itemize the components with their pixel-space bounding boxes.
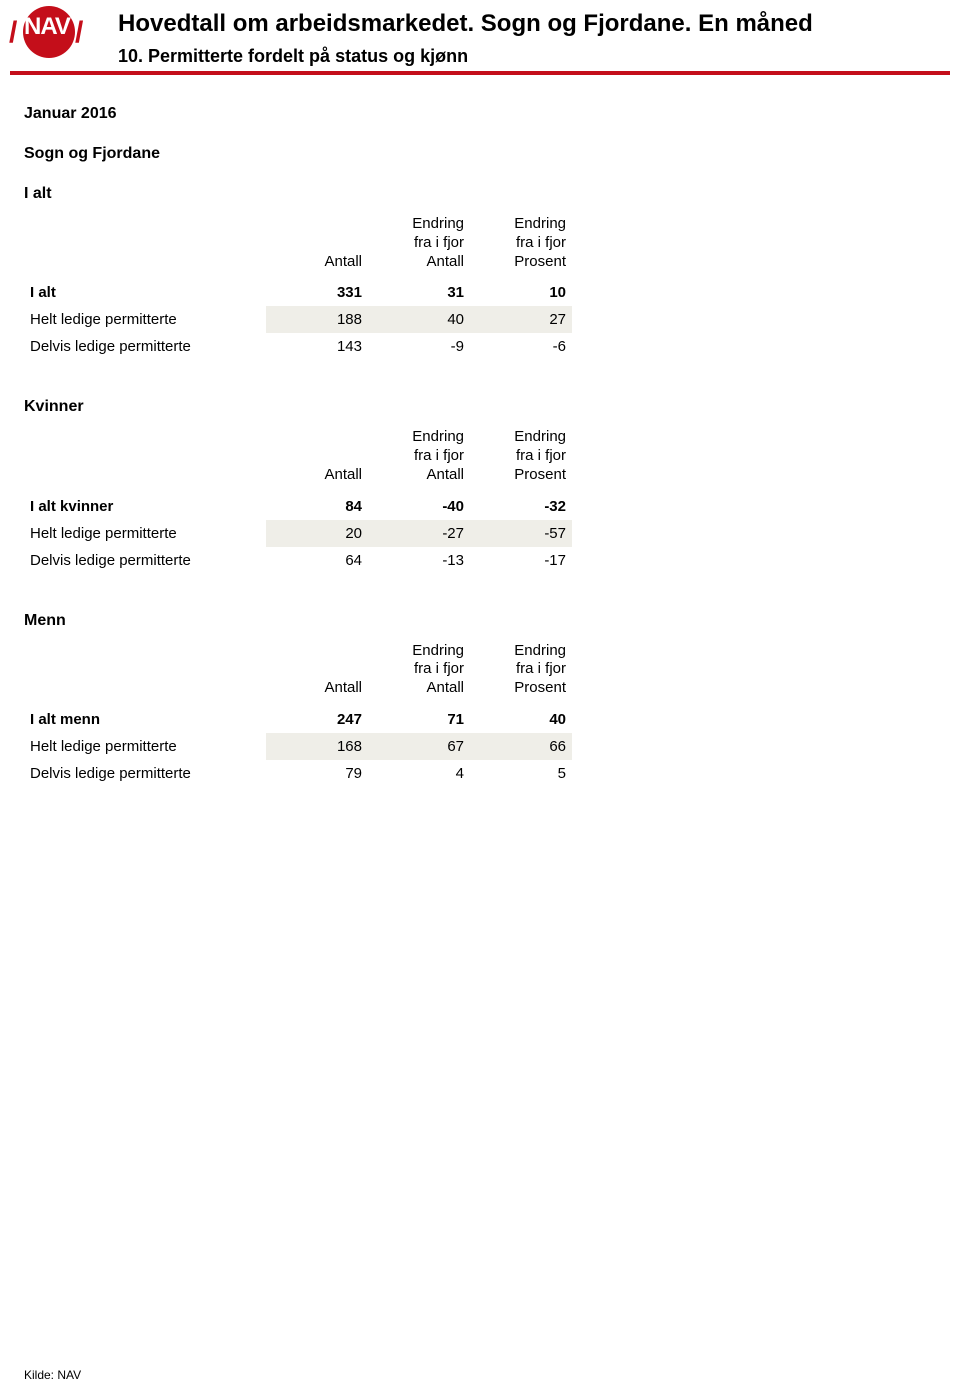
col3-line2: fra i fjor <box>516 660 566 677</box>
cell-antall: 64 <box>266 547 368 574</box>
section-title: I alt <box>24 185 960 203</box>
table-row: I alt3313110 <box>24 279 572 306</box>
col-header-endring-prosent: Endring fra i fjor Prosent <box>470 428 572 492</box>
col-header-endring-prosent: Endringfra i fjor Prosent <box>470 642 572 706</box>
cell-endring-prosent: 5 <box>470 760 572 787</box>
logo-text: NAV <box>24 13 70 41</box>
cell-endring-antall: 67 <box>368 733 470 760</box>
row-label: Delvis ledige permitterte <box>24 760 266 787</box>
row-label: Delvis ledige permitterte <box>24 333 266 360</box>
cell-antall: 247 <box>266 706 368 733</box>
row-label: Helt ledige permitterte <box>24 733 266 760</box>
cell-antall: 79 <box>266 760 368 787</box>
cell-endring-prosent: -17 <box>470 547 572 574</box>
cell-antall: 20 <box>266 520 368 547</box>
sections-host: I altAntallEndringfra i fjorAntallEndrin… <box>24 185 960 787</box>
table-header-row: Antall Endring fra i fjor Antall Endring fra … <box>24 215 572 279</box>
cell-antall: 143 <box>266 333 368 360</box>
cell-endring-antall: 40 <box>368 306 470 333</box>
region-label: Sogn og Fjordane <box>24 145 960 163</box>
row-label: I alt <box>24 279 266 306</box>
col-header-endring-antall: Endring fra i fjor Antall <box>368 215 470 279</box>
cell-endring-antall: -40 <box>368 493 470 520</box>
cell-endring-antall: -13 <box>368 547 470 574</box>
table-row: Helt ledige permitterte1884027 <box>24 306 572 333</box>
row-label: Delvis ledige permitterte <box>24 547 266 574</box>
source-footer: Kilde: NAV <box>24 1368 81 1382</box>
col3-line1: Endring <box>514 428 566 445</box>
col-header-empty <box>24 215 266 279</box>
cell-antall: 168 <box>266 733 368 760</box>
row-label: Helt ledige permitterte <box>24 306 266 333</box>
col3-line2: fra i fjor <box>516 234 566 251</box>
data-table: Antall Endring fra i fjor Antall Endring fra … <box>24 215 572 360</box>
col-header-endring-prosent: Endring fra i fjor Prosent <box>470 215 572 279</box>
row-label: Helt ledige permitterte <box>24 520 266 547</box>
col-header-antall: Antall <box>266 642 368 706</box>
table-row: Delvis ledige permitterte143-9-6 <box>24 333 572 360</box>
col-header-endring-antall: Endring fra i fjor Antall <box>368 428 470 492</box>
page-header: / NAV / Hovedtall om arbeidsmarkedet. So… <box>0 0 960 67</box>
table-header-row: Antall Endring fra i fjor Antall Endring fra … <box>24 428 572 492</box>
col3-line3: Prosent <box>514 466 566 483</box>
col2-line3: Antall <box>426 679 464 696</box>
table-row: Helt ledige permitterte20-27-57 <box>24 520 572 547</box>
table-row: Helt ledige permitterte1686766 <box>24 733 572 760</box>
data-table: Antall Endring fra i fjor Antall Endring fra … <box>24 428 572 573</box>
cell-endring-prosent: 27 <box>470 306 572 333</box>
cell-endring-antall: 71 <box>368 706 470 733</box>
col2-line1: Endring <box>412 215 464 232</box>
table-row: Delvis ledige permitterte7945 <box>24 760 572 787</box>
section-title: Kvinner <box>24 398 960 416</box>
col2-line2: fra i fjor <box>414 447 464 464</box>
col-header-empty <box>24 642 266 706</box>
table-header-row: AntallEndringfra i fjorAntallEndringfra … <box>24 642 572 706</box>
content-area: Januar 2016 Sogn og Fjordane I altAntall… <box>0 75 960 787</box>
logo-slash-right-icon: / <box>75 16 83 50</box>
col3-line2: fra i fjor <box>516 447 566 464</box>
title-block: Hovedtall om arbeidsmarkedet. Sogn og Fj… <box>118 6 813 67</box>
page-subtitle: 10. Permitterte fordelt på status og kjø… <box>118 46 813 67</box>
col2-line2: fra i fjor <box>414 234 464 251</box>
logo-slash-left-icon: / <box>9 16 17 50</box>
col2-line1: Endring <box>412 642 464 659</box>
cell-endring-prosent: 10 <box>470 279 572 306</box>
cell-antall: 188 <box>266 306 368 333</box>
page-title: Hovedtall om arbeidsmarkedet. Sogn og Fj… <box>118 10 813 38</box>
col-header-antall: Antall <box>266 215 368 279</box>
col3-line3: Prosent <box>514 679 566 696</box>
cell-endring-prosent: -6 <box>470 333 572 360</box>
cell-endring-prosent: 40 <box>470 706 572 733</box>
nav-logo: / NAV / <box>10 6 88 58</box>
cell-endring-antall: -9 <box>368 333 470 360</box>
cell-endring-prosent: -32 <box>470 493 572 520</box>
col2-line1: Endring <box>412 428 464 445</box>
col-header-endring-antall: Endringfra i fjor Antall <box>368 642 470 706</box>
section-title: Menn <box>24 612 960 630</box>
cell-endring-antall: 31 <box>368 279 470 306</box>
col2-line3: Antall <box>426 466 464 483</box>
cell-antall: 331 <box>266 279 368 306</box>
period-label: Januar 2016 <box>24 105 960 123</box>
table-row: Delvis ledige permitterte64-13-17 <box>24 547 572 574</box>
col3-line1: Endring <box>514 642 566 659</box>
col3-line1: Endring <box>514 215 566 232</box>
cell-antall: 84 <box>266 493 368 520</box>
table-row: I alt menn2477140 <box>24 706 572 733</box>
col-header-antall: Antall <box>266 428 368 492</box>
cell-endring-prosent: -57 <box>470 520 572 547</box>
table-row: I alt kvinner84-40-32 <box>24 493 572 520</box>
col2-line2: fra i fjor <box>414 660 464 677</box>
cell-endring-antall: 4 <box>368 760 470 787</box>
data-table: AntallEndringfra i fjorAntallEndringfra … <box>24 642 572 787</box>
row-label: I alt menn <box>24 706 266 733</box>
row-label: I alt kvinner <box>24 493 266 520</box>
cell-endring-antall: -27 <box>368 520 470 547</box>
cell-endring-prosent: 66 <box>470 733 572 760</box>
col-header-empty <box>24 428 266 492</box>
col3-line3: Prosent <box>514 253 566 270</box>
col2-line3: Antall <box>426 253 464 270</box>
